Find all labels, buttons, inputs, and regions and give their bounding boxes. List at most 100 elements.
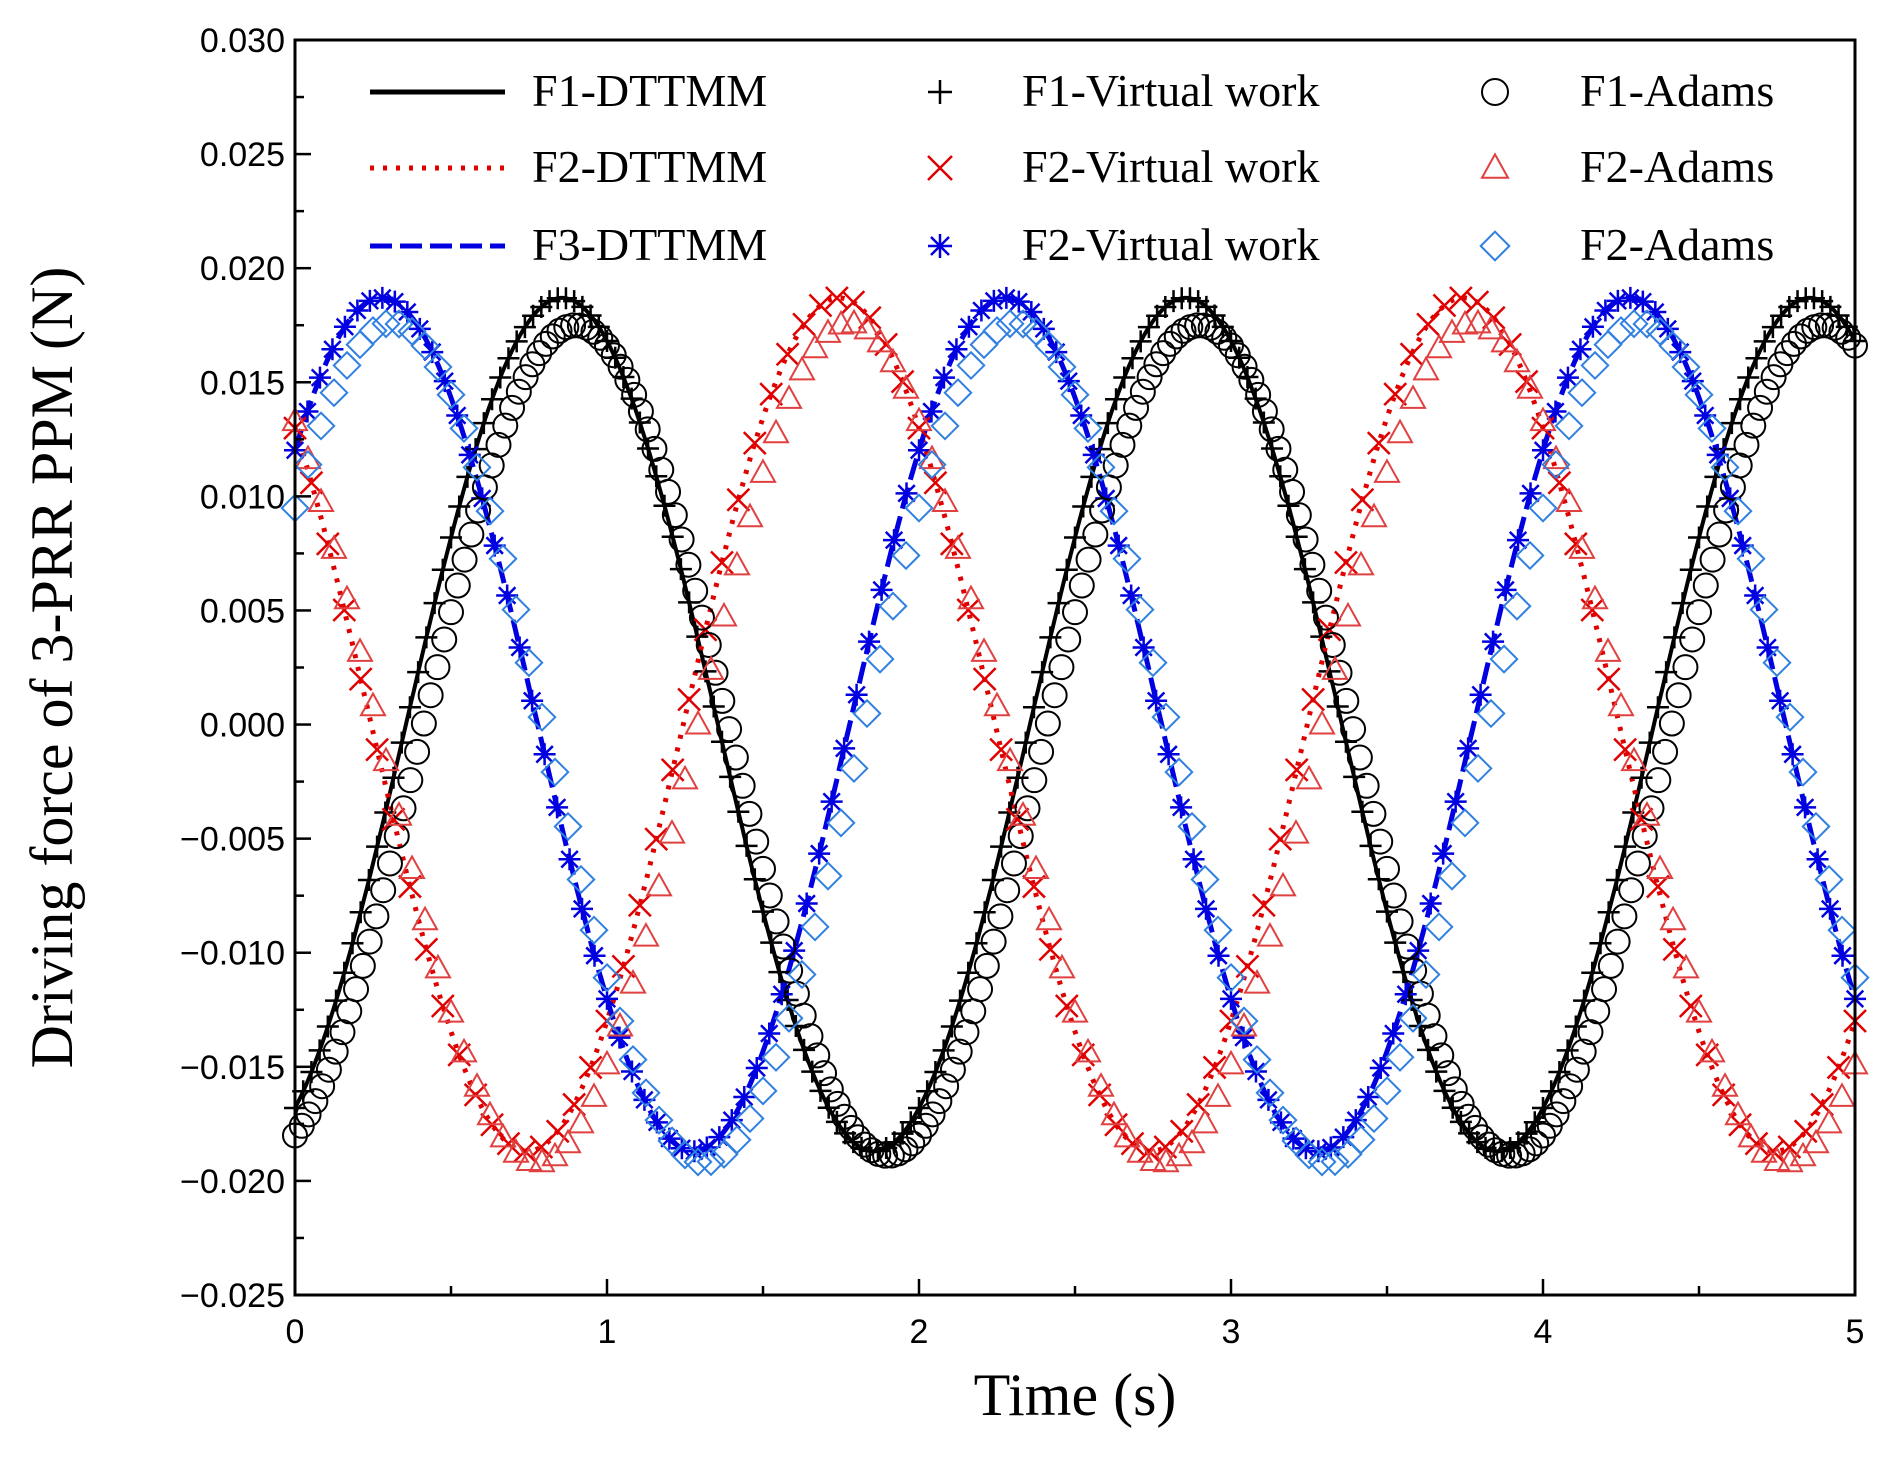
marker-diamond	[800, 912, 830, 942]
marker-circle	[1360, 800, 1387, 827]
marker-x	[742, 431, 767, 456]
marker-circle	[1584, 998, 1611, 1025]
marker-asterisk	[321, 338, 344, 361]
marker-circle	[397, 767, 424, 794]
marker-asterisk	[845, 683, 868, 706]
marker-circle	[926, 1088, 953, 1115]
marker-triangle	[450, 1037, 478, 1063]
marker-circle	[1197, 314, 1224, 341]
marker-asterisk	[546, 796, 569, 819]
marker-triangle	[385, 801, 413, 826]
marker-asterisk	[1606, 289, 1629, 312]
y-tick-label: 0.030	[200, 22, 285, 60]
marker-triangle	[1438, 318, 1466, 343]
marker-diamond	[449, 413, 479, 443]
marker-triangle	[1763, 1146, 1791, 1172]
marker-circle	[1068, 572, 1095, 599]
marker-triangle	[1373, 458, 1401, 483]
marker-asterisk	[558, 848, 581, 871]
marker-diamond	[1762, 648, 1792, 678]
marker-triangle	[775, 384, 803, 409]
marker-asterisk	[583, 944, 606, 967]
legend-label: F1-Virtual work	[1022, 65, 1319, 116]
marker-asterisk	[870, 578, 893, 601]
marker-circle	[1340, 716, 1367, 743]
marker-diamond	[1801, 811, 1831, 842]
marker-asterisk	[1257, 1088, 1280, 1111]
marker-circle	[1007, 823, 1034, 850]
marker-circle	[526, 340, 553, 367]
marker-asterisk	[695, 1136, 718, 1159]
marker-circle	[1021, 767, 1048, 794]
marker-circle	[811, 1060, 838, 1087]
marker-circle	[1367, 828, 1394, 855]
marker-diamond	[410, 331, 440, 361]
marker-asterisk	[446, 404, 469, 427]
marker-circle	[736, 800, 763, 827]
marker-circle	[614, 366, 641, 393]
legend-swatch	[928, 234, 952, 258]
marker-asterisk	[1394, 983, 1417, 1006]
marker-triangle	[1243, 968, 1271, 994]
marker-asterisk	[1082, 443, 1105, 466]
marker-triangle	[1737, 1122, 1765, 1148]
marker-asterisk	[1744, 584, 1767, 607]
marker-asterisk	[1769, 689, 1792, 712]
marker-diamond	[1229, 1006, 1259, 1036]
marker-plus	[1326, 695, 1349, 718]
marker-plus	[793, 1038, 816, 1061]
marker-circle	[1258, 416, 1285, 443]
marker-diamond	[1164, 757, 1194, 787]
marker-plus	[1039, 626, 1062, 649]
marker-circle	[1597, 952, 1624, 979]
marker-diamond	[826, 808, 856, 838]
marker-diamond	[644, 1105, 674, 1135]
marker-circle	[1516, 1136, 1543, 1163]
marker-circle	[634, 416, 661, 443]
marker-plus	[899, 1111, 922, 1134]
marker-diamond	[1606, 316, 1636, 346]
marker-circle	[1014, 795, 1041, 822]
marker-circle	[1387, 908, 1414, 935]
marker-diamond	[1827, 915, 1857, 945]
marker-asterisk	[1457, 737, 1480, 760]
marker-plus	[1688, 526, 1710, 549]
marker-circle	[688, 604, 715, 631]
marker-asterisk	[1706, 443, 1729, 466]
marker-asterisk	[1157, 743, 1180, 766]
marker-triangle	[1685, 998, 1713, 1023]
marker-asterisk	[1831, 944, 1854, 967]
marker-diamond	[722, 1125, 752, 1155]
marker-circle	[1034, 710, 1061, 737]
marker-circle	[817, 1076, 844, 1103]
marker-diamond	[1424, 912, 1454, 942]
marker-triangle	[1503, 347, 1531, 373]
marker-x	[989, 737, 1013, 762]
marker-triangle	[1360, 502, 1388, 528]
marker-circle	[709, 687, 736, 714]
marker-asterisk	[945, 338, 968, 361]
marker-x	[1629, 807, 1654, 832]
marker-triangle	[554, 1128, 582, 1154]
marker-x	[578, 1055, 603, 1080]
marker-asterisk	[745, 1056, 768, 1079]
marker-asterisk	[1806, 848, 1829, 871]
marker-triangle	[1165, 1141, 1193, 1167]
marker-triangle	[1269, 871, 1297, 897]
marker-asterisk	[770, 983, 793, 1006]
marker-x	[1449, 286, 1473, 310]
marker-plus	[1663, 626, 1686, 649]
marker-triangle	[359, 691, 387, 717]
marker-triangle	[723, 550, 751, 576]
marker-circle	[302, 1088, 329, 1115]
marker-x	[939, 531, 964, 556]
legend-swatch	[1479, 230, 1511, 262]
x-tick-label: 1	[598, 1313, 617, 1351]
marker-circle	[824, 1090, 851, 1117]
y-axis: −0.025 −0.020 −0.015 −0.010 −0.005 0.000 0.005…	[180, 22, 311, 1315]
marker-x	[1744, 1131, 1769, 1156]
marker-plus	[398, 696, 421, 719]
marker-plus	[669, 558, 692, 581]
marker-plus	[308, 1039, 331, 1062]
marker-circle	[1509, 1140, 1536, 1167]
